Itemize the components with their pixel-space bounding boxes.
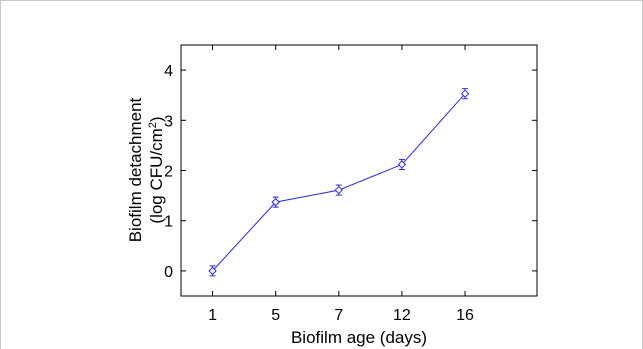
y-axis-ticks: 0 1 2 3 4 [164, 63, 537, 281]
y-axis-title-line-2: (log CFU/cm2) [147, 116, 166, 223]
x-tick-label-16: 16 [456, 307, 474, 324]
data-point-1 [208, 266, 217, 276]
x-tick-label-1: 1 [208, 307, 217, 324]
series-line-0 [212, 93, 466, 272]
data-point-12 [397, 160, 407, 169]
y-axis-title-superscript: 2 [147, 122, 159, 128]
y-axis-title: Biofilm detachment (log CFU/cm2) [126, 97, 166, 242]
x-tick-label-12: 12 [393, 307, 411, 324]
y-axis-title-unit: (log CFU/cm [147, 128, 166, 223]
y-tick-label-4: 4 [164, 63, 173, 80]
x-tick-label-5: 5 [271, 307, 280, 324]
plot-area [180, 44, 538, 297]
x-tick-label-7: 7 [334, 307, 343, 324]
data-point-5 [271, 197, 280, 207]
x-axis-title: Biofilm age (days) [291, 328, 427, 347]
y-tick-label-2: 2 [164, 164, 173, 181]
series-group [208, 88, 470, 277]
y-axis-title-line-1: Biofilm detachment [126, 97, 145, 242]
y-tick-label-0: 0 [164, 264, 173, 281]
data-point-7 [334, 185, 344, 195]
y-axis-title-close: ) [147, 116, 166, 122]
x-axis-ticks: 1 5 7 12 16 [208, 45, 474, 324]
data-point-16 [460, 89, 470, 98]
y-tick-label-3: 3 [164, 113, 173, 130]
y-tick-label-1: 1 [164, 214, 173, 231]
